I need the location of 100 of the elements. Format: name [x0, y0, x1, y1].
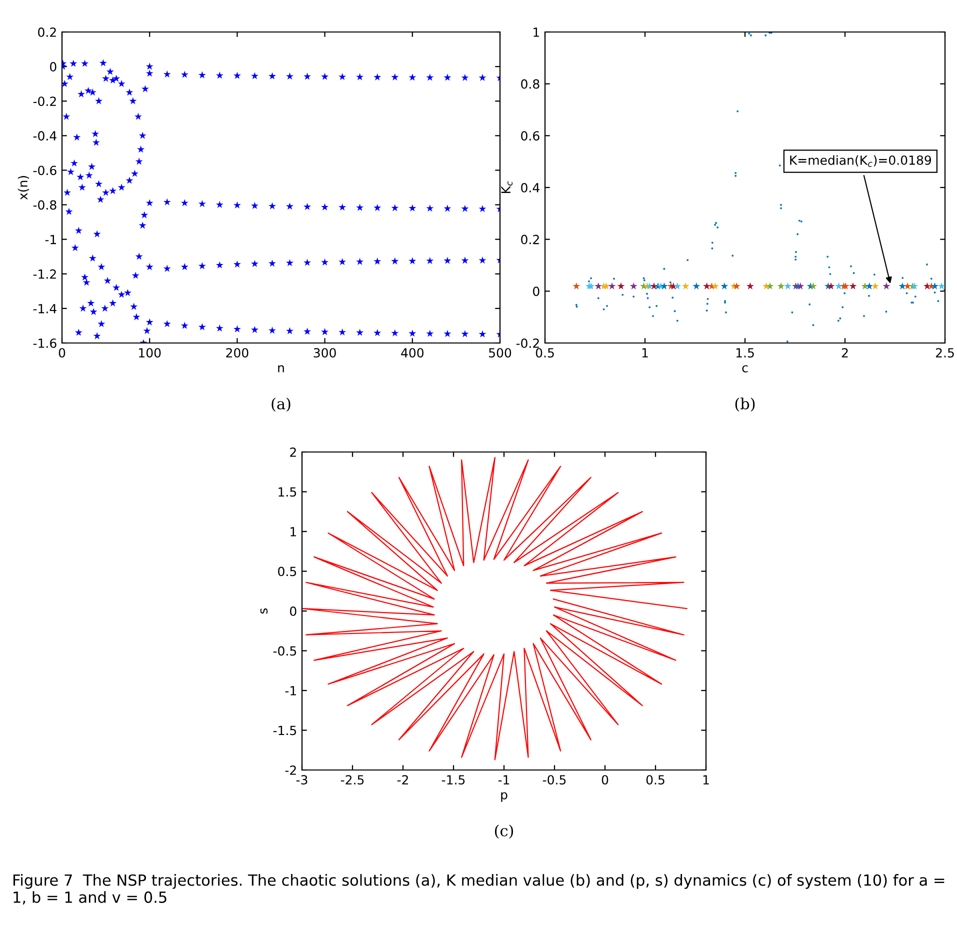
x-tick-label: 0	[58, 348, 66, 358]
x-tick-label: 0	[602, 775, 608, 785]
point	[146, 199, 154, 206]
point	[250, 202, 258, 209]
x-tick-label: -2	[397, 775, 408, 784]
point	[198, 262, 206, 270]
x-tick-label: 1.5	[736, 348, 754, 358]
point	[426, 74, 434, 81]
point	[374, 258, 382, 265]
point	[268, 72, 276, 80]
x-tick-label: -3	[296, 775, 308, 785]
x-tick-label: 0.5	[646, 775, 664, 785]
point	[233, 72, 241, 79]
x-tick-label: 100	[139, 348, 161, 358]
y-tick-label: 0.4	[521, 182, 540, 192]
point	[163, 198, 171, 206]
x-tick-label: 2.5	[936, 348, 954, 358]
y-tick-label: -0.6	[33, 166, 56, 176]
point	[268, 326, 276, 334]
point	[338, 328, 346, 336]
point	[180, 199, 188, 206]
x-tick-label: 1	[703, 775, 709, 784]
point	[146, 263, 154, 270]
point	[198, 200, 206, 208]
point	[198, 323, 206, 330]
x-tick-label: 1	[642, 348, 648, 358]
y-tick-label: -1.5	[273, 726, 296, 736]
point	[180, 322, 188, 329]
point	[233, 201, 241, 208]
point	[304, 72, 312, 80]
x-tick-label: -0.5	[542, 775, 566, 785]
y-tick-label: -0.2	[516, 338, 539, 348]
point	[198, 71, 206, 78]
point	[374, 329, 382, 336]
point	[268, 202, 276, 210]
point	[286, 72, 294, 80]
x-tick-label: 500	[489, 348, 512, 358]
x-tick-label: -1	[498, 775, 510, 784]
y-tick-label: -2	[285, 765, 296, 775]
y-tick-label: 0	[50, 62, 56, 72]
point	[321, 328, 329, 336]
x-axis-title: p	[501, 792, 508, 802]
point	[233, 260, 241, 268]
point	[374, 204, 382, 212]
point	[478, 330, 486, 338]
y-tick-label: -0.5	[273, 646, 296, 656]
point	[461, 74, 469, 81]
y-tick-label: -0.2	[33, 96, 56, 106]
point	[321, 72, 329, 80]
y-tick-label: 1.5	[278, 487, 296, 497]
point	[216, 261, 224, 268]
point	[304, 202, 312, 210]
point	[426, 204, 434, 212]
point	[356, 204, 364, 211]
point	[408, 257, 416, 264]
point	[478, 256, 486, 264]
point	[408, 74, 416, 81]
point	[216, 72, 224, 79]
y-tick-label: -1.4	[33, 304, 56, 314]
point	[286, 259, 294, 266]
text: (a)	[272, 398, 290, 412]
point	[163, 264, 171, 272]
x-tick-label: 2	[842, 348, 848, 358]
point	[356, 73, 364, 80]
point	[426, 257, 434, 264]
x-tick-label: 400	[401, 348, 424, 358]
y-axis-title: x(n)	[18, 176, 30, 200]
point	[478, 74, 486, 81]
caption: Figure 7 The NSP trajectories. The chaotic solutions (a), K median value (b) and (p, s) dynamics (c) of system (10) for a = 1, b = 1 and v = 0.5	[14, 874, 944, 905]
x-tick-label: 300	[314, 348, 336, 358]
y-tick-label: 1	[290, 527, 296, 536]
point	[426, 330, 434, 337]
point	[146, 70, 154, 77]
point	[391, 204, 399, 212]
y-tick-label: -1.2	[33, 269, 56, 279]
point	[321, 203, 329, 210]
point	[461, 330, 469, 338]
point	[268, 260, 276, 267]
point	[321, 258, 329, 266]
y-tick-label: -0.4	[33, 131, 56, 141]
point	[286, 327, 294, 334]
point	[374, 73, 382, 80]
y-tick-label: 0	[533, 286, 540, 296]
point	[356, 258, 364, 265]
text: (b)	[735, 398, 755, 412]
point	[304, 258, 312, 266]
point	[250, 326, 258, 334]
point	[408, 204, 416, 212]
point	[250, 72, 258, 80]
y-tick-label: 0	[290, 606, 296, 616]
point	[233, 325, 241, 332]
point	[391, 73, 399, 80]
point	[444, 204, 452, 212]
y-tick-label: 0.5	[278, 566, 296, 576]
point	[391, 257, 399, 264]
point	[180, 70, 188, 78]
y-axis-title: K$_{c}$	[501, 181, 513, 194]
point	[180, 263, 188, 270]
point	[163, 70, 171, 78]
point	[356, 328, 364, 336]
